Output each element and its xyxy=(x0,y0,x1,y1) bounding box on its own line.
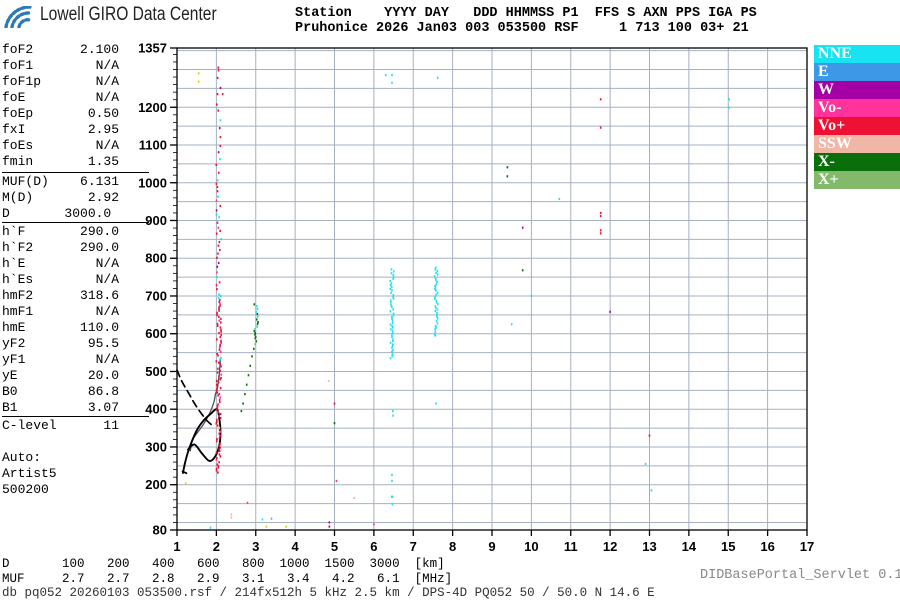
svg-text:1200: 1200 xyxy=(138,100,167,115)
svg-text:11: 11 xyxy=(564,539,578,554)
svg-text:12: 12 xyxy=(603,539,617,554)
svg-text:2: 2 xyxy=(213,539,220,554)
svg-text:900: 900 xyxy=(145,213,167,228)
svg-text:5: 5 xyxy=(331,539,338,554)
svg-text:8: 8 xyxy=(449,539,456,554)
svg-text:80: 80 xyxy=(153,523,167,538)
svg-text:13: 13 xyxy=(642,539,656,554)
svg-text:800: 800 xyxy=(145,251,167,266)
svg-text:9: 9 xyxy=(488,539,495,554)
svg-text:500: 500 xyxy=(145,364,167,379)
svg-text:6: 6 xyxy=(370,539,377,554)
svg-text:7: 7 xyxy=(410,539,417,554)
svg-text:10: 10 xyxy=(524,539,538,554)
svg-text:600: 600 xyxy=(145,326,167,341)
svg-text:17: 17 xyxy=(800,539,814,554)
svg-text:14: 14 xyxy=(682,539,697,554)
svg-text:1100: 1100 xyxy=(139,138,167,153)
svg-text:300: 300 xyxy=(145,439,167,454)
svg-text:700: 700 xyxy=(145,288,167,303)
svg-text:1357: 1357 xyxy=(138,41,167,56)
svg-text:3: 3 xyxy=(252,539,259,554)
svg-text:1000: 1000 xyxy=(138,175,167,190)
svg-text:400: 400 xyxy=(145,402,167,417)
svg-text:200: 200 xyxy=(145,477,167,492)
svg-text:16: 16 xyxy=(760,539,774,554)
svg-text:4: 4 xyxy=(292,539,300,554)
svg-text:1: 1 xyxy=(173,539,180,554)
svg-text:15: 15 xyxy=(721,539,735,554)
